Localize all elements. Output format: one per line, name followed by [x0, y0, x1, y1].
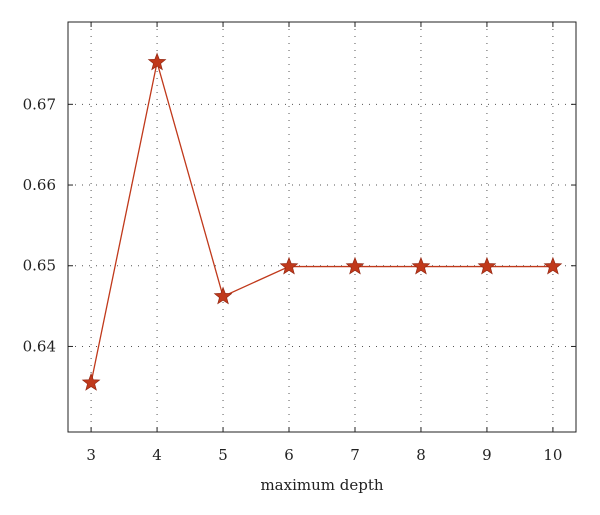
- plot-frame: [67, 21, 577, 433]
- y-tick-label: 0.65: [23, 257, 56, 275]
- x-tick-label: 3: [86, 446, 96, 464]
- y-tick-label: 0.67: [23, 95, 56, 113]
- y-tick-label: 0.66: [23, 176, 56, 194]
- x-tick-label: 9: [482, 446, 492, 464]
- data-point-star: [279, 256, 299, 275]
- series-line: [90, 62, 553, 383]
- grid: [68, 22, 576, 432]
- y-tick-label: 0.64: [23, 337, 56, 355]
- x-tick-label: 4: [152, 446, 162, 464]
- data-point-star: [147, 52, 167, 71]
- data-point-star: [213, 286, 233, 305]
- series-group: [81, 52, 563, 391]
- data-point-star: [543, 256, 563, 275]
- data-point-star: [411, 256, 431, 275]
- data-point-star: [345, 256, 365, 275]
- x-tick-label: 8: [416, 446, 426, 464]
- x-tick-label: 6: [284, 446, 294, 464]
- x-tick-label: 7: [350, 446, 360, 464]
- x-tick-label: 5: [218, 446, 228, 464]
- axis-ticks: 3 4 5 6 7 8 9 10 0.64 0.65 0.66 0.67: [23, 22, 576, 464]
- data-point-star: [477, 256, 497, 275]
- data-point-star: [81, 372, 101, 391]
- x-axis-label: maximum depth: [260, 476, 383, 494]
- x-tick-label: 10: [543, 446, 562, 464]
